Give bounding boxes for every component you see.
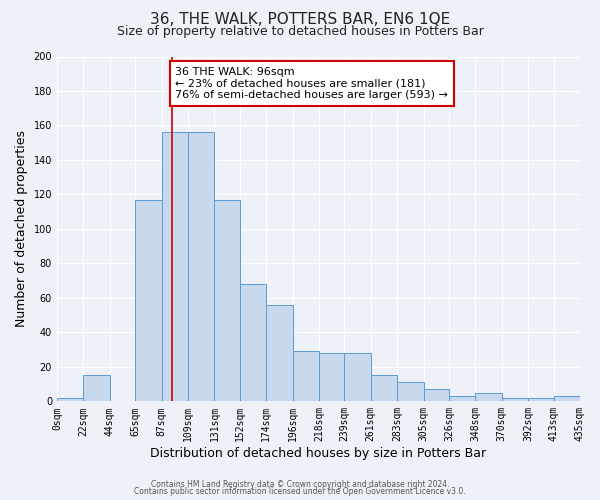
Bar	[57, 398, 83, 402]
Bar	[502, 398, 528, 402]
Bar	[371, 376, 397, 402]
Y-axis label: Number of detached properties: Number of detached properties	[15, 130, 28, 328]
Text: 36 THE WALK: 96sqm
← 23% of detached houses are smaller (181)
76% of semi-detach: 36 THE WALK: 96sqm ← 23% of detached hou…	[175, 67, 448, 100]
Text: Size of property relative to detached houses in Potters Bar: Size of property relative to detached ho…	[116, 25, 484, 38]
Bar	[424, 390, 449, 402]
Bar	[188, 132, 214, 402]
Bar	[293, 352, 319, 402]
X-axis label: Distribution of detached houses by size in Potters Bar: Distribution of detached houses by size …	[151, 447, 487, 460]
Bar	[449, 396, 475, 402]
Bar	[161, 132, 188, 402]
Bar	[344, 353, 371, 402]
Bar	[266, 305, 293, 402]
Bar	[475, 392, 502, 402]
Text: Contains public sector information licensed under the Open Government Licence v3: Contains public sector information licen…	[134, 487, 466, 496]
Bar	[239, 284, 266, 402]
Text: 36, THE WALK, POTTERS BAR, EN6 1QE: 36, THE WALK, POTTERS BAR, EN6 1QE	[150, 12, 450, 28]
Bar	[135, 200, 161, 402]
Bar	[528, 398, 554, 402]
Bar	[397, 382, 424, 402]
Bar	[319, 353, 344, 402]
Bar	[214, 200, 239, 402]
Bar	[554, 396, 580, 402]
Text: Contains HM Land Registry data © Crown copyright and database right 2024.: Contains HM Land Registry data © Crown c…	[151, 480, 449, 489]
Bar	[83, 376, 110, 402]
